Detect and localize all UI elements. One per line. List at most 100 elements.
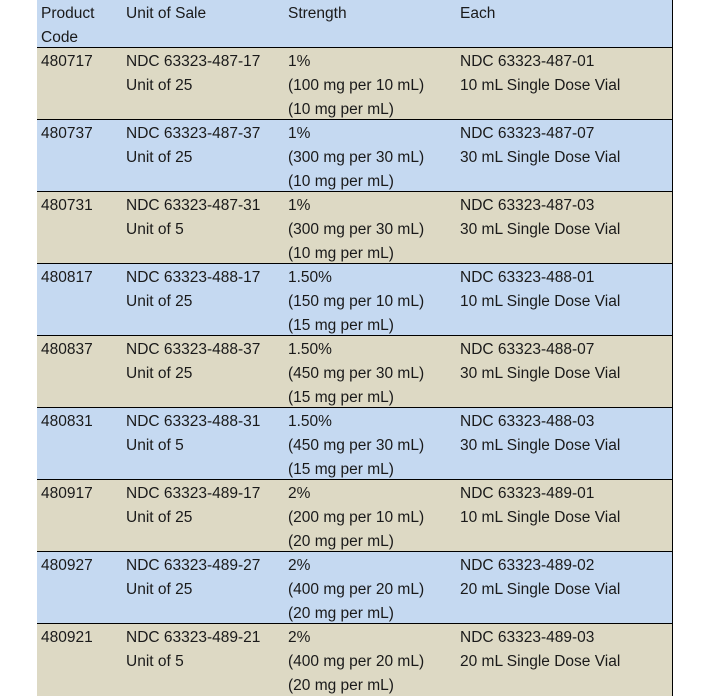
- strength-text: (300 mg per 30 mL): [288, 149, 425, 166]
- header-text: Product: [41, 5, 95, 22]
- table-row: 480817 NDC 63323-488-17 Unit of 25 1.50% (15…: [37, 264, 672, 336]
- unit-text: NDC 63323-488-31: [126, 413, 261, 430]
- header-text: Unit of Sale: [126, 5, 207, 22]
- each-text: 10 mL Single Dose Vial: [460, 77, 621, 94]
- unit-of-sale-cell: NDC 63323-489-27 Unit of 25: [121, 552, 283, 623]
- unit-text: Unit of 25: [126, 581, 193, 598]
- header-cell: Unit of Sale: [121, 0, 283, 47]
- product-code-cell: 480917: [37, 480, 121, 551]
- each-cell: NDC 63323-487-01 10 mL Single Dose Vial: [455, 48, 672, 119]
- header-cell: Each: [455, 0, 672, 47]
- unit-text: NDC 63323-488-17: [126, 269, 261, 286]
- product-code-cell: 480927: [37, 552, 121, 623]
- strength-text: 1.50%: [288, 413, 332, 430]
- each-text: NDC 63323-488-03: [460, 413, 595, 430]
- each-cell: NDC 63323-487-03 30 mL Single Dose Vial: [455, 192, 672, 263]
- each-text: 10 mL Single Dose Vial: [460, 509, 621, 526]
- strength-text: 2%: [288, 485, 311, 502]
- header-text: Code: [41, 29, 79, 46]
- product-code: 480831: [41, 413, 93, 430]
- strength-text: 2%: [288, 557, 311, 574]
- strength-text: (15 mg per mL): [288, 317, 394, 334]
- product-code: 480817: [41, 269, 93, 286]
- strength-text: (450 mg per 30 mL): [288, 437, 425, 454]
- unit-text: Unit of 25: [126, 77, 193, 94]
- each-text: 30 mL Single Dose Vial: [460, 365, 621, 382]
- product-code: 480731: [41, 197, 93, 214]
- strength-cell: 1% (300 mg per 30 mL) (10 mg per mL): [283, 120, 455, 191]
- strength-text: (15 mg per mL): [288, 389, 394, 406]
- strength-text: 1%: [288, 125, 311, 142]
- product-code-cell: 480831: [37, 408, 121, 479]
- product-code-cell: 480731: [37, 192, 121, 263]
- strength-text: 1.50%: [288, 269, 332, 286]
- each-text: 30 mL Single Dose Vial: [460, 221, 621, 238]
- product-code-cell: 480837: [37, 336, 121, 407]
- unit-text: NDC 63323-489-21: [126, 629, 261, 646]
- each-text: NDC 63323-489-03: [460, 629, 595, 646]
- unit-of-sale-cell: NDC 63323-489-17 Unit of 25: [121, 480, 283, 551]
- unit-text: Unit of 25: [126, 293, 193, 310]
- unit-text: Unit of 5: [126, 221, 184, 238]
- each-text: 30 mL Single Dose Vial: [460, 437, 621, 454]
- strength-text: (400 mg per 20 mL): [288, 581, 425, 598]
- unit-text: NDC 63323-487-17: [126, 53, 261, 70]
- strength-cell: 2% (400 mg per 20 mL) (20 mg per mL): [283, 624, 455, 696]
- each-cell: NDC 63323-488-03 30 mL Single Dose Vial: [455, 408, 672, 479]
- unit-text: NDC 63323-488-37: [126, 341, 261, 358]
- table-row: 480921 NDC 63323-489-21 Unit of 5 2% (400 mg…: [37, 624, 672, 696]
- unit-of-sale-cell: NDC 63323-487-37 Unit of 25: [121, 120, 283, 191]
- strength-text: 1.50%: [288, 341, 332, 358]
- table-header-row: Product Code Unit of Sale Strength Each: [37, 0, 672, 48]
- each-text: 20 mL Single Dose Vial: [460, 581, 621, 598]
- header-text: Strength: [288, 5, 347, 22]
- table-row: 480831 NDC 63323-488-31 Unit of 5 1.50% (450…: [37, 408, 672, 480]
- each-text: 20 mL Single Dose Vial: [460, 653, 621, 670]
- strength-cell: 1% (100 mg per 10 mL) (10 mg per mL): [283, 48, 455, 119]
- product-code-cell: 480817: [37, 264, 121, 335]
- strength-cell: 2% (400 mg per 20 mL) (20 mg per mL): [283, 552, 455, 623]
- each-cell: NDC 63323-489-02 20 mL Single Dose Vial: [455, 552, 672, 623]
- strength-text: (450 mg per 30 mL): [288, 365, 425, 382]
- table-row: 480717 NDC 63323-487-17 Unit of 25 1% (100 m…: [37, 48, 672, 120]
- each-text: NDC 63323-488-01: [460, 269, 595, 286]
- strength-cell: 1% (300 mg per 30 mL) (10 mg per mL): [283, 192, 455, 263]
- table-row: 480917 NDC 63323-489-17 Unit of 25 2% (200 m…: [37, 480, 672, 552]
- unit-of-sale-cell: NDC 63323-487-17 Unit of 25: [121, 48, 283, 119]
- unit-of-sale-cell: NDC 63323-489-21 Unit of 5: [121, 624, 283, 696]
- unit-of-sale-cell: NDC 63323-488-37 Unit of 25: [121, 336, 283, 407]
- strength-cell: 2% (200 mg per 10 mL) (20 mg per mL): [283, 480, 455, 551]
- strength-text: (15 mg per mL): [288, 461, 394, 478]
- product-table: Product Code Unit of Sale Strength Each 48071…: [37, 0, 673, 696]
- table-row: 480737 NDC 63323-487-37 Unit of 25 1% (300 m…: [37, 120, 672, 192]
- each-text: NDC 63323-487-01: [460, 53, 595, 70]
- unit-of-sale-cell: NDC 63323-488-31 Unit of 5: [121, 408, 283, 479]
- header-cell: Strength: [283, 0, 455, 47]
- unit-text: NDC 63323-487-37: [126, 125, 261, 142]
- strength-text: (20 mg per mL): [288, 605, 394, 622]
- each-cell: NDC 63323-489-01 10 mL Single Dose Vial: [455, 480, 672, 551]
- product-code-cell: 480717: [37, 48, 121, 119]
- product-code: 480737: [41, 125, 93, 142]
- product-code: 480917: [41, 485, 93, 502]
- each-text: NDC 63323-489-01: [460, 485, 595, 502]
- strength-text: (100 mg per 10 mL): [288, 77, 425, 94]
- unit-text: NDC 63323-489-17: [126, 485, 261, 502]
- strength-text: (20 mg per mL): [288, 533, 394, 550]
- strength-cell: 1.50% (450 mg per 30 mL) (15 mg per mL): [283, 336, 455, 407]
- each-cell: NDC 63323-489-03 20 mL Single Dose Vial: [455, 624, 672, 696]
- each-text: 30 mL Single Dose Vial: [460, 149, 621, 166]
- product-code: 480837: [41, 341, 93, 358]
- product-code: 480921: [41, 629, 93, 646]
- unit-text: Unit of 5: [126, 653, 184, 670]
- unit-text: NDC 63323-487-31: [126, 197, 261, 214]
- strength-text: (10 mg per mL): [288, 173, 394, 190]
- strength-text: (10 mg per mL): [288, 245, 394, 262]
- each-text: NDC 63323-487-07: [460, 125, 595, 142]
- each-text: NDC 63323-487-03: [460, 197, 595, 214]
- unit-text: NDC 63323-489-27: [126, 557, 261, 574]
- strength-text: (200 mg per 10 mL): [288, 509, 425, 526]
- product-code-cell: 480921: [37, 624, 121, 696]
- unit-text: Unit of 25: [126, 509, 193, 526]
- strength-text: (300 mg per 30 mL): [288, 221, 425, 238]
